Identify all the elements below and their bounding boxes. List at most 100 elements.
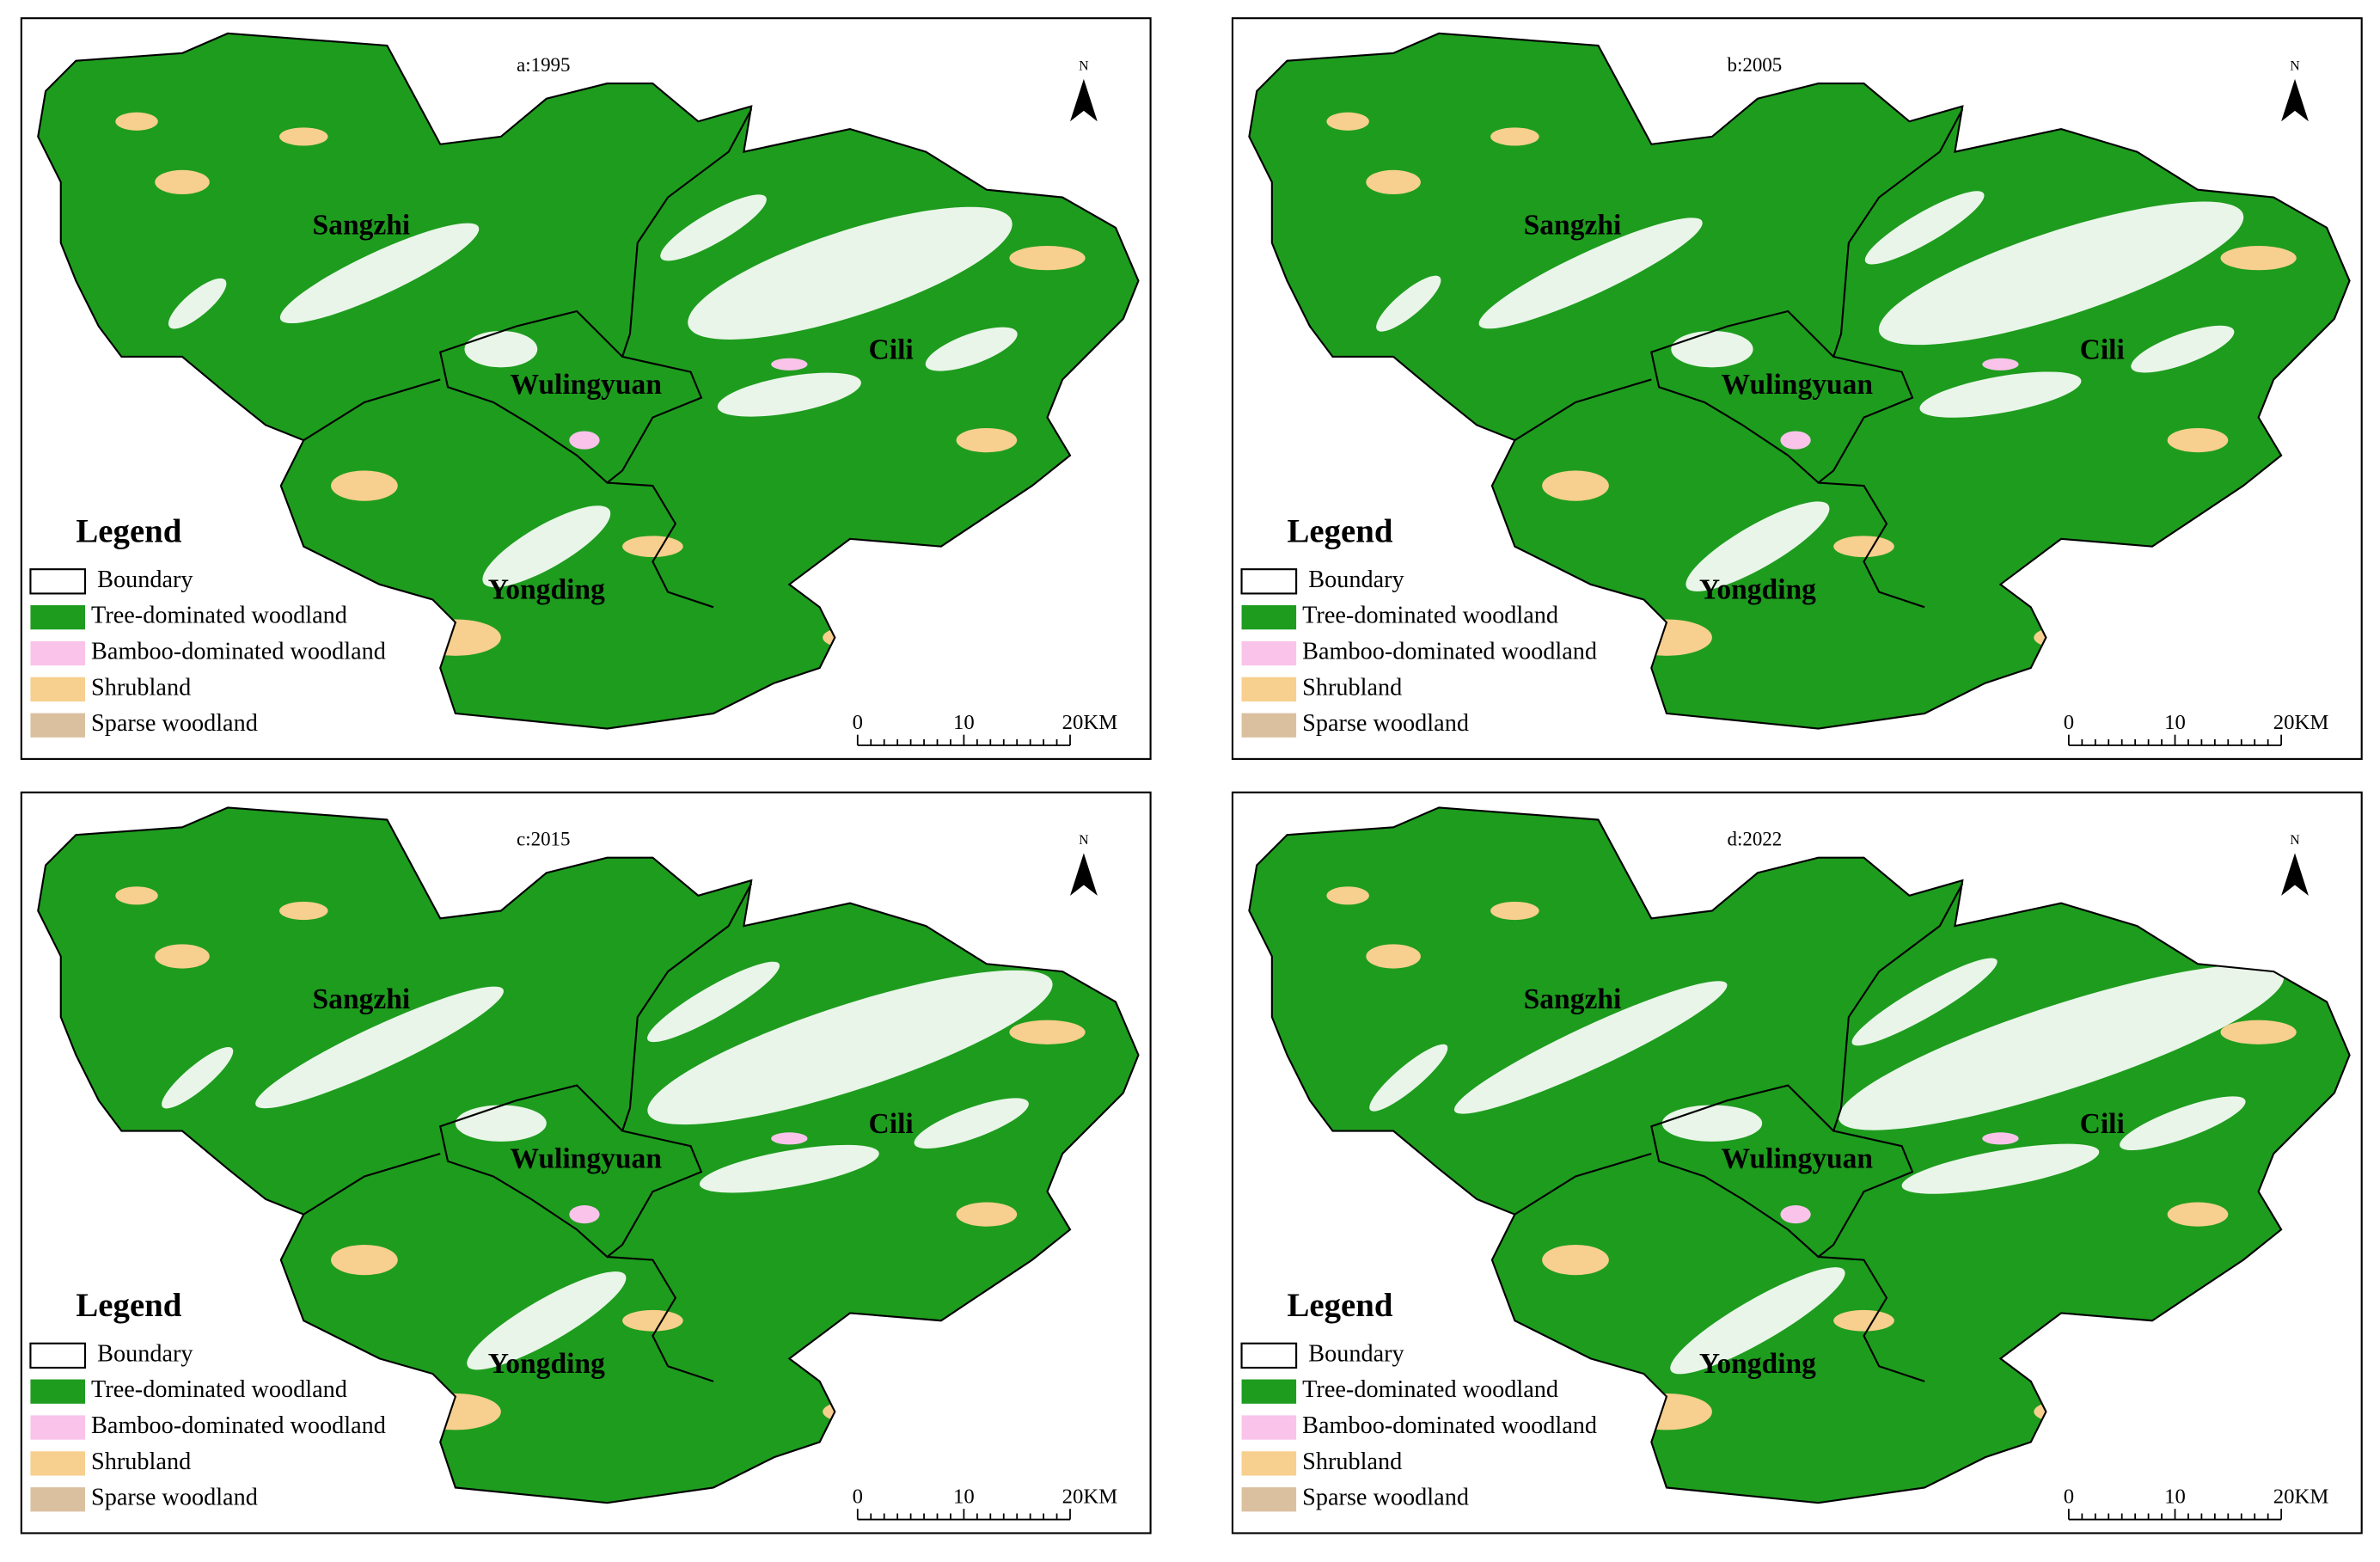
non-woodland-patch: [647, 970, 1053, 1125]
scale-label: 10: [953, 711, 975, 734]
legend-label: Boundary: [97, 567, 193, 593]
north-label: N: [2290, 833, 2300, 848]
legend-label: Shrubland: [91, 674, 191, 701]
shrubland-patch: [1542, 1244, 1609, 1276]
shrubland-patch: [2220, 246, 2297, 271]
shrubland-patch: [2167, 427, 2229, 453]
legend-swatch: [30, 605, 86, 630]
county-boundary: [621, 883, 753, 1131]
map-panel: d:2022 Sangzhi Cili Wulingyuan Yongding N Lege…: [1231, 791, 2363, 1534]
non-woodland-patch: [2131, 325, 2235, 373]
non-woodland-patch: [1453, 981, 1728, 1114]
shrubland-patch: [155, 944, 210, 969]
legend-swatch: [1241, 1415, 1297, 1440]
legend-swatch: [1241, 640, 1297, 666]
legend-label: Boundary: [1308, 1340, 1404, 1367]
shrubland-patch: [1490, 127, 1539, 146]
shrubland-patch: [1833, 1309, 1894, 1332]
non-woodland-patch: [279, 223, 480, 324]
map-panel: a:1995 Sangzhi Cili Wulingyuan Yongding N Lege…: [20, 17, 1152, 760]
legend-swatch: [1241, 1487, 1297, 1512]
shrubland-patch: [956, 1202, 1018, 1227]
legend-swatch: [30, 1451, 86, 1476]
non-woodland-patch: [168, 278, 227, 329]
legend-title: Legend: [1288, 512, 1393, 549]
county-boundary: [1832, 108, 1964, 358]
panel-title: a:1995: [517, 54, 570, 76]
study-area-boundary: [37, 32, 1140, 730]
legend-label: Tree-dominated woodland: [1302, 603, 1558, 629]
non-woodland-patch: [660, 194, 767, 261]
region-label: Wulingyuan: [1722, 1143, 1874, 1175]
map-panel: b:2005 Sangzhi Cili Wulingyuan Yongding N Lege…: [1231, 17, 2363, 760]
north-arrow: [2281, 853, 2309, 896]
legend-swatch: [30, 1415, 86, 1440]
legend-label: Tree-dominated woodland: [91, 1376, 347, 1403]
shrubland-patch: [1326, 886, 1369, 905]
scale-label: 20KM: [1062, 711, 1118, 734]
shrubland-patch: [1542, 470, 1609, 501]
panel-title: b:2005: [1728, 54, 1783, 76]
non-woodland-patch: [467, 1271, 627, 1370]
legend-swatch: [1240, 568, 1298, 595]
north-arrow: [1070, 78, 1098, 122]
north-label: N: [2290, 58, 2300, 73]
legend-swatch: [1241, 677, 1297, 701]
non-woodland-patch: [255, 986, 504, 1109]
tree-woodland-area: [1249, 33, 2350, 729]
legend-label: Sparse woodland: [1302, 1485, 1469, 1511]
legend-label: Sparse woodland: [91, 1485, 258, 1511]
non-woodland-patch: [1478, 217, 1703, 329]
county-boundary: [1650, 309, 1914, 484]
non-woodland-patch: [1686, 501, 1830, 591]
region-label: Wulingyuan: [1722, 369, 1874, 401]
land-cover-map: [38, 33, 1139, 729]
non-woodland-patch: [914, 1098, 1029, 1149]
legend-label: Sparse woodland: [1302, 710, 1469, 737]
legend-label: Bamboo-dominated woodland: [91, 638, 386, 665]
county-boundary: [1832, 883, 1964, 1131]
non-woodland-patch: [1369, 1044, 1448, 1112]
shrubland-patch: [155, 169, 210, 195]
county-boundary: [303, 378, 441, 441]
region-label: Cili: [2080, 1108, 2125, 1140]
legend-label: Shrubland: [1302, 674, 1402, 701]
legend-swatch: [30, 713, 86, 738]
region-label: Yongding: [1699, 1348, 1816, 1380]
legend-swatch: [29, 1342, 87, 1369]
shrubland-patch: [1326, 112, 1369, 131]
map-panel: c:2015 Sangzhi Cili Wulingyuan Yongding N Lege…: [20, 791, 1152, 1534]
panel-title: c:2015: [517, 829, 570, 850]
bamboo-patch: [771, 358, 808, 371]
region-label: Wulingyuan: [510, 1143, 662, 1175]
legend-swatch: [29, 568, 87, 595]
bamboo-patch: [1780, 1205, 1811, 1224]
scale-label: 10: [953, 1485, 975, 1509]
non-woodland-patch: [482, 505, 611, 588]
legend-label: Boundary: [1308, 567, 1404, 593]
shrubland-patch: [1366, 169, 1421, 195]
study-area-boundary: [1248, 32, 2351, 730]
county-boundary: [1818, 1256, 1925, 1382]
legend-label: Sparse woodland: [91, 710, 258, 737]
land-cover-map: [38, 807, 1139, 1504]
non-woodland-patch: [688, 206, 1013, 340]
shrubland-patch: [1009, 1020, 1086, 1044]
legend-swatch: [30, 1379, 86, 1404]
land-cover-map: [1249, 807, 2350, 1504]
legend-title: Legend: [76, 512, 181, 549]
legend-label: Shrubland: [1302, 1449, 1402, 1475]
study-area-boundary: [37, 806, 1140, 1504]
study-area-boundary: [1248, 806, 2351, 1504]
tree-woodland-area: [38, 33, 1139, 729]
legend-label: Tree-dominated woodland: [1302, 1376, 1558, 1403]
legend-label: Bamboo-dominated woodland: [91, 1412, 386, 1439]
region-label: Cili: [869, 334, 914, 365]
legend-title: Legend: [1288, 1287, 1393, 1324]
region-label: Sangzhi: [1524, 983, 1622, 1015]
scale-label: 0: [2064, 1485, 2074, 1509]
region-label: Sangzhi: [313, 983, 411, 1015]
shrubland-patch: [115, 886, 158, 905]
shrubland-patch: [956, 427, 1018, 453]
